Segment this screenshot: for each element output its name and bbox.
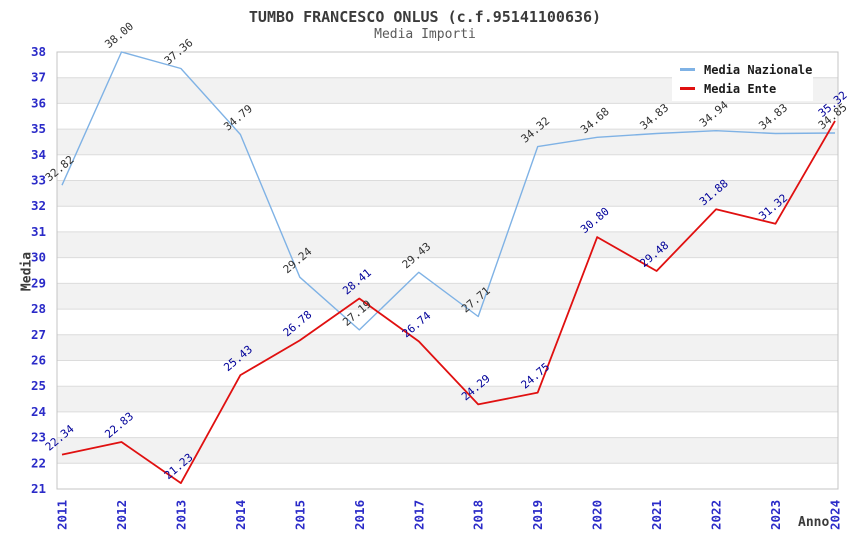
- x-tick-label: 2015: [292, 500, 307, 530]
- plot-band: [57, 154, 838, 181]
- x-tick-label: 2017: [411, 500, 426, 530]
- x-tick-label: 2022: [709, 500, 724, 530]
- y-tick-label: 26: [31, 353, 46, 368]
- x-tick-label: 2024: [828, 500, 843, 530]
- legend-item-media-nazionale: Media Nazionale: [680, 60, 813, 79]
- y-tick-label: 37: [31, 70, 46, 85]
- plot-band: [57, 231, 838, 258]
- chart-legend: Media Nazionale Media Ente: [672, 57, 813, 101]
- y-tick-label: 33: [31, 173, 46, 188]
- y-tick-label: 24: [31, 404, 46, 419]
- plot-band: [57, 283, 838, 310]
- x-tick-label: 2011: [55, 500, 70, 530]
- legend-item-media-ente: Media Ente: [680, 79, 813, 98]
- plot-band: [57, 257, 838, 284]
- y-tick-label: 28: [31, 301, 46, 316]
- x-tick-label: 2018: [471, 500, 486, 530]
- y-tick-label: 25: [31, 378, 46, 393]
- y-tick-label: 35: [31, 121, 46, 136]
- y-tick-label: 36: [31, 95, 46, 110]
- y-tick-label: 30: [31, 250, 46, 265]
- y-tick-label: 34: [31, 147, 46, 162]
- x-axis-title: Anno: [798, 515, 830, 530]
- legend-swatch-red-line-icon: [680, 87, 695, 90]
- y-tick-label: 23: [31, 430, 46, 445]
- x-tick-label: 2013: [173, 500, 188, 530]
- plot-border: [56, 51, 839, 490]
- plot-band: [57, 103, 838, 130]
- y-axis-title: Media: [19, 251, 35, 292]
- x-tick-label: 2021: [649, 500, 664, 530]
- page-title: TUMBO FRANCESCO ONLUS (c.f.95141100636): [248, 8, 602, 26]
- x-tick-label: 2020: [590, 500, 605, 530]
- y-tick-label: 22: [31, 455, 46, 470]
- x-tick-label: 2016: [352, 500, 367, 530]
- y-tick-label: 21: [31, 481, 46, 496]
- y-tick-label: 31: [31, 224, 46, 239]
- x-tick-label: 2023: [768, 500, 783, 530]
- legend-label: Media Nazionale: [704, 62, 813, 77]
- y-tick-label: 32: [31, 198, 46, 213]
- legend-swatch-blue-line-icon: [680, 68, 695, 71]
- x-tick-label: 2014: [233, 500, 248, 530]
- plot-band: [57, 180, 838, 207]
- plot-band: [57, 386, 838, 412]
- plot-band: [57, 334, 838, 361]
- plot-band: [57, 411, 838, 438]
- x-tick-label: 2019: [530, 500, 545, 530]
- series-line-media-ente: [61, 120, 836, 485]
- y-tick-label: 27: [31, 327, 46, 342]
- plot-band: [57, 129, 838, 155]
- plot-band: [57, 463, 838, 489]
- plot-band: [57, 309, 838, 335]
- series-line-media-nazionale: [61, 51, 836, 331]
- x-tick-label: 2012: [114, 500, 129, 530]
- plot-band: [57, 360, 838, 387]
- legend-label: Media Ente: [704, 81, 777, 96]
- y-tick-label: 38: [31, 44, 46, 59]
- page-subtitle: Media Importi: [374, 27, 476, 42]
- plot-band: [57, 437, 838, 464]
- y-tick-label: 29: [31, 275, 46, 290]
